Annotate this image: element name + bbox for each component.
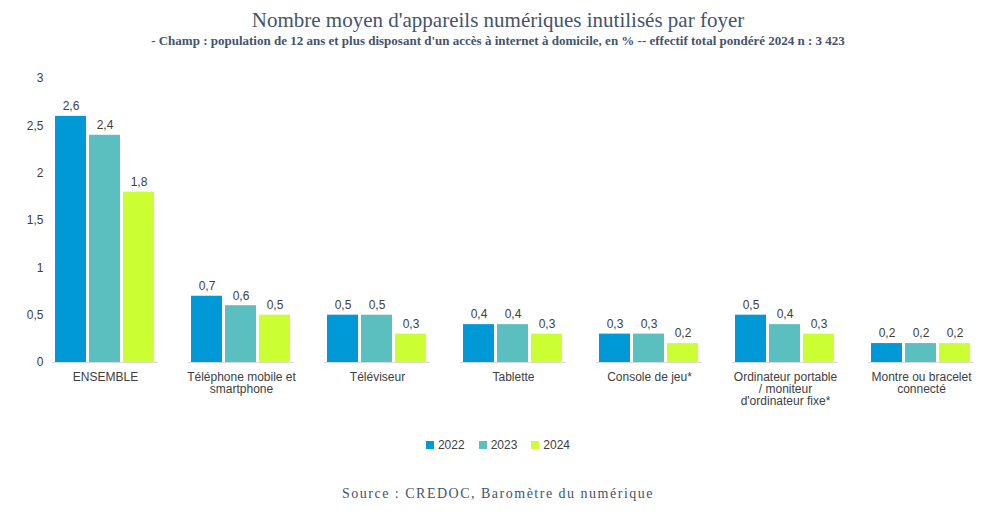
svg-text:2: 2	[37, 166, 44, 180]
svg-text:0,6: 0,6	[233, 289, 250, 303]
svg-text:0,2: 0,2	[675, 326, 692, 340]
html-text:2024: 2024	[543, 438, 570, 452]
svg-text:2,5: 2,5	[27, 119, 44, 133]
svg-text:0,3: 0,3	[607, 317, 624, 331]
svg-text:ENSEMBLE: ENSEMBLE	[73, 370, 138, 384]
svg-text:2,4: 2,4	[97, 118, 114, 132]
html-text:Source : CREDOC, Baromètre du: Source : CREDOC, Baromètre du numérique	[342, 486, 654, 501]
svg-text:0,2: 0,2	[947, 326, 964, 340]
svg-text:0,4: 0,4	[777, 307, 794, 321]
svg-text:0,5: 0,5	[27, 308, 44, 322]
html-text:2022: 2022	[437, 438, 465, 452]
svg-text:0,2: 0,2	[913, 326, 930, 340]
svg-text:0,5: 0,5	[743, 298, 760, 312]
svg-text:0,3: 0,3	[403, 317, 420, 331]
html-text:2023: 2023	[490, 438, 518, 452]
svg-text:0,5: 0,5	[369, 298, 386, 312]
svg-text:0,3: 0,3	[641, 317, 658, 331]
svg-text:0,5: 0,5	[335, 298, 352, 312]
svg-text:Console de jeu*: Console de jeu*	[607, 370, 692, 384]
svg-text:Tablette: Tablette	[492, 370, 534, 384]
svg-text:0,3: 0,3	[811, 317, 828, 331]
svg-text:0: 0	[37, 355, 44, 369]
html-text:Nombre moyen d'appareils numér: Nombre moyen d'appareils numériques inut…	[251, 8, 745, 32]
svg-text:0,4: 0,4	[505, 307, 522, 321]
svg-text:0,5: 0,5	[267, 298, 284, 312]
svg-text:Ordinateur portable/ moniteurd: Ordinateur portable/ moniteurd'ordinateu…	[734, 370, 838, 408]
svg-text:0,2: 0,2	[879, 326, 896, 340]
svg-text:1,8: 1,8	[131, 175, 148, 189]
svg-text:Montre ou braceletconnecté: Montre ou braceletconnecté	[871, 370, 972, 396]
svg-text:3: 3	[37, 71, 44, 85]
svg-text:Téléviseur: Téléviseur	[350, 370, 405, 384]
svg-text:0,4: 0,4	[471, 307, 488, 321]
svg-text:2,6: 2,6	[63, 99, 80, 113]
html-text:- Champ : population de 12 ans: - Champ : population de 12 ans et plus d…	[151, 33, 845, 48]
svg-text:1,5: 1,5	[27, 213, 44, 227]
svg-text:Téléphone mobile etsmartphone: Téléphone mobile etsmartphone	[187, 370, 296, 396]
svg-text:0,3: 0,3	[539, 317, 556, 331]
svg-text:0,7: 0,7	[199, 279, 216, 293]
svg-text:1: 1	[37, 261, 44, 275]
